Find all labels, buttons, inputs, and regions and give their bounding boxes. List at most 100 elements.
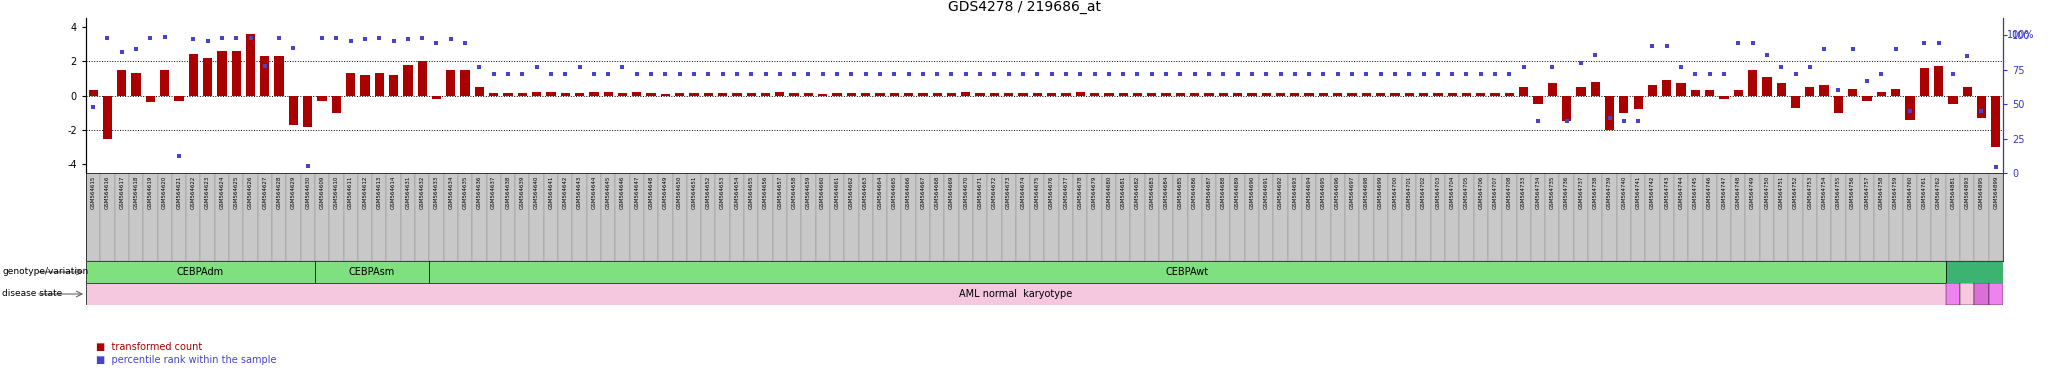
Bar [1831, 173, 1845, 261]
Bar [1634, 96, 1642, 109]
Bar [115, 173, 129, 261]
Point [1008, 71, 1040, 77]
Bar [903, 93, 913, 96]
Bar [360, 75, 369, 96]
Text: GSM564749: GSM564749 [1751, 175, 1755, 209]
Bar [1262, 93, 1272, 96]
Point [1966, 108, 1999, 114]
Bar [172, 173, 186, 261]
Text: GSM564741: GSM564741 [1636, 175, 1640, 209]
Bar [489, 93, 498, 96]
Bar [1991, 96, 2001, 147]
Bar [872, 173, 887, 261]
Text: GSM564644: GSM564644 [592, 175, 596, 209]
Bar [788, 93, 799, 96]
Bar [217, 51, 227, 96]
Point [1937, 71, 1970, 77]
Bar [1346, 173, 1360, 261]
Text: GSM564684: GSM564684 [1163, 175, 1169, 209]
Text: GSM564646: GSM564646 [621, 175, 625, 209]
Bar [657, 173, 672, 261]
Point [1694, 71, 1726, 77]
Bar [901, 173, 915, 261]
Text: GSM564648: GSM564648 [649, 175, 653, 209]
Bar [1774, 173, 1788, 261]
Bar [1917, 173, 1931, 261]
Point [1149, 71, 1182, 77]
Bar [1260, 173, 1274, 261]
Bar [1573, 173, 1587, 261]
Bar [303, 96, 313, 126]
Point [563, 64, 596, 70]
Text: GSM564638: GSM564638 [506, 175, 510, 209]
Point [1249, 71, 1282, 77]
Bar [1933, 66, 1944, 96]
Text: GSM564674: GSM564674 [1020, 175, 1026, 209]
Bar [129, 173, 143, 261]
Bar [401, 173, 416, 261]
Text: GSM564748: GSM564748 [1737, 175, 1741, 209]
Bar [973, 173, 987, 261]
Text: GSM564742: GSM564742 [1651, 175, 1655, 209]
Text: GSM564671: GSM564671 [977, 175, 983, 209]
Bar [1587, 173, 1602, 261]
Point [76, 104, 109, 110]
Bar [502, 173, 516, 261]
Text: GSM564708: GSM564708 [1507, 175, 1511, 209]
Text: GSM564647: GSM564647 [635, 175, 639, 209]
Point [1522, 118, 1554, 124]
Bar [1692, 90, 1700, 96]
Text: CEBPAwt: CEBPAwt [1165, 267, 1208, 277]
Bar [729, 173, 743, 261]
Bar [160, 70, 170, 96]
Text: GSM564706: GSM564706 [1479, 175, 1483, 209]
Bar [1620, 96, 1628, 113]
Point [1479, 71, 1511, 77]
Bar [459, 173, 473, 261]
Point [1808, 46, 1841, 52]
Bar [846, 93, 856, 96]
Point [1550, 118, 1583, 124]
Bar [1274, 173, 1288, 261]
Point [1708, 71, 1741, 77]
Text: GSM564667: GSM564667 [920, 175, 926, 209]
Bar [1731, 173, 1745, 261]
Text: GSM564756: GSM564756 [1849, 175, 1855, 209]
Point [735, 71, 768, 77]
Text: GSM564735: GSM564735 [1550, 175, 1554, 209]
Text: GSM564755: GSM564755 [1835, 175, 1841, 209]
Text: GSM564621: GSM564621 [176, 175, 182, 209]
Bar [1044, 173, 1059, 261]
Text: GSM564701: GSM564701 [1407, 175, 1411, 209]
Bar [1376, 93, 1384, 96]
Text: GSM564739: GSM564739 [1608, 175, 1612, 209]
Bar [174, 96, 184, 101]
Point [950, 71, 983, 77]
Point [362, 35, 395, 41]
Bar [1462, 93, 1470, 96]
Point [764, 71, 797, 77]
Bar [203, 58, 213, 96]
Point [1980, 164, 2013, 170]
Point [1651, 43, 1683, 49]
Bar [1630, 173, 1645, 261]
Bar [1133, 93, 1143, 96]
Bar [1460, 173, 1475, 261]
Point [276, 45, 309, 51]
Point [1264, 71, 1296, 77]
Bar [614, 173, 629, 261]
Point [463, 64, 496, 70]
Point [420, 40, 453, 46]
Bar [1645, 173, 1659, 261]
Bar [260, 56, 270, 96]
Text: GSM564641: GSM564641 [549, 175, 553, 209]
Bar [375, 73, 383, 96]
Point [1880, 46, 1913, 52]
Text: GSM564657: GSM564657 [778, 175, 782, 209]
Bar [1747, 70, 1757, 96]
Text: GSM564662: GSM564662 [848, 175, 854, 209]
Bar [330, 173, 344, 261]
Point [1593, 115, 1626, 121]
Bar [1317, 173, 1331, 261]
Text: GSM564689: GSM564689 [1235, 175, 1241, 209]
